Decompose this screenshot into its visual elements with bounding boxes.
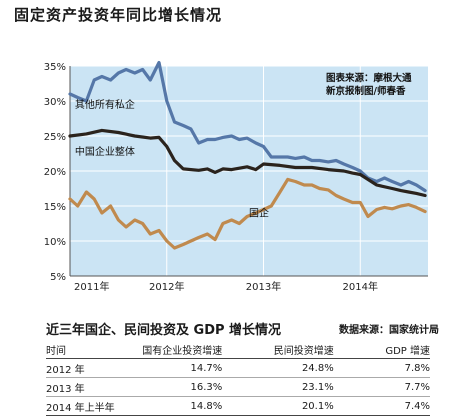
series-line-0 xyxy=(68,60,427,193)
cell-time: 2012 年 xyxy=(46,358,117,378)
growth-table: 时间 国有企业投资增速 民间投资增速 GDP 增速 2012 年 14.7% 2… xyxy=(46,340,430,416)
cell-private: 20.1% xyxy=(222,396,334,416)
series-line-1 xyxy=(68,128,427,198)
x-tick-label: 2012年 xyxy=(149,280,184,293)
chart-source-note: 图表来源：摩根大通 xyxy=(326,72,412,84)
y-tick-label: 5% xyxy=(50,272,66,283)
cell-private: 23.1% xyxy=(222,377,334,397)
series-label: 中国企业整体 xyxy=(75,145,135,158)
y-tick-label: 30% xyxy=(44,97,66,108)
x-tick-label: 2013年 xyxy=(246,280,281,293)
line-chart: 5% 10% 15% 20% 25% 30% 35% 2011年 2012年 2013年 2014年… xyxy=(44,60,428,293)
table-header-row: 时间 国有企业投资增速 民间投资增速 GDP 增速 xyxy=(46,340,430,359)
series-label: 国企 xyxy=(249,207,269,220)
table-source: 数据来源：国家统计局 xyxy=(339,325,439,336)
header-time: 时间 xyxy=(46,340,117,359)
cell-gdp: 7.7% xyxy=(333,377,430,397)
table-row: 2013 年 16.3% 23.1% 7.7% xyxy=(46,377,430,397)
table-row: 2014 年上半年 14.8% 20.1% 7.4% xyxy=(46,396,430,416)
cell-private: 24.8% xyxy=(222,358,334,378)
cell-soe: 16.3% xyxy=(116,377,223,397)
y-tick-label: 15% xyxy=(44,202,66,213)
y-tick-label: 20% xyxy=(44,167,66,178)
x-tick-label: 2011年 xyxy=(74,280,109,293)
y-tick-label: 10% xyxy=(44,237,66,248)
series-label: 其他所有私企 xyxy=(75,98,135,111)
x-tick-label: 2014年 xyxy=(343,280,378,293)
cell-soe: 14.8% xyxy=(116,396,223,416)
y-tick-label: 25% xyxy=(44,132,66,143)
header-private-growth: 民间投资增速 xyxy=(222,340,334,359)
series-line-2 xyxy=(68,177,427,250)
y-tick-label: 35% xyxy=(44,62,66,73)
cell-gdp: 7.4% xyxy=(333,396,430,416)
table-row: 2012 年 14.7% 24.8% 7.8% xyxy=(46,358,430,378)
chart-source-note: 新京报制图/师春香 xyxy=(326,85,406,97)
header-gdp-growth: GDP 增速 xyxy=(333,340,430,359)
table-title: 近三年国企、民间投资及 GDP 增长情况 xyxy=(46,323,282,338)
cell-gdp: 7.8% xyxy=(333,358,430,378)
cell-time: 2014 年上半年 xyxy=(46,396,117,416)
chart-title: 固定资产投资年同比增长情况 xyxy=(14,6,223,24)
cell-time: 2013 年 xyxy=(46,377,117,397)
cell-soe: 14.7% xyxy=(116,358,223,378)
header-soe-growth: 国有企业投资增速 xyxy=(116,340,223,359)
